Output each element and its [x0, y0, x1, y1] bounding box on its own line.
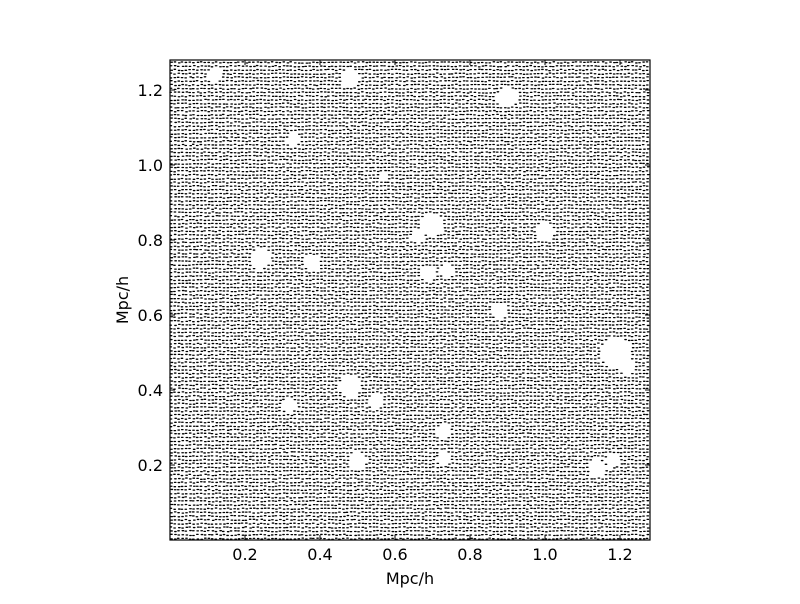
- particle-points: [169, 61, 650, 540]
- x-tick-label: 1.2: [607, 545, 632, 564]
- x-tick-label: 0.4: [307, 545, 332, 564]
- x-tick-label: 0.2: [232, 545, 257, 564]
- x-tick-label: 1.0: [532, 545, 557, 564]
- y-tick-label: 0.8: [138, 231, 163, 250]
- y-tick-label: 0.4: [138, 381, 163, 400]
- y-tick-label: 1.2: [138, 81, 163, 100]
- y-tick-label: 1.0: [138, 156, 163, 175]
- x-tick-label: 0.6: [382, 545, 407, 564]
- y-tick-label: 0.2: [138, 456, 163, 475]
- y-axis-label: Mpc/h: [113, 276, 132, 324]
- particle-markers: [169, 61, 650, 540]
- x-tick-label: 0.8: [457, 545, 482, 564]
- y-tick-label: 0.6: [138, 306, 163, 325]
- plot-frame: [169, 59, 651, 541]
- x-axis-label: Mpc/h: [386, 569, 434, 588]
- axis-ticks: 0.2 0.4 0.6 0.8 1.0 1.2 0.2 0.4 0.6 0.8 1.0 1.2: [138, 60, 650, 564]
